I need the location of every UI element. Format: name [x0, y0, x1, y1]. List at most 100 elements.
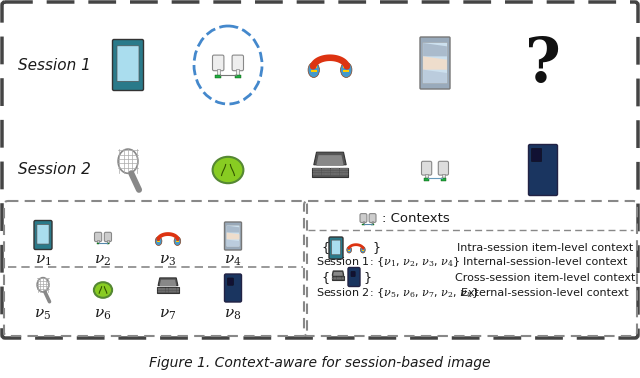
Bar — [311, 70, 317, 72]
Bar — [322, 173, 326, 175]
Text: $\nu_1$: $\nu_1$ — [35, 253, 51, 268]
FancyBboxPatch shape — [360, 214, 367, 222]
Bar — [216, 75, 221, 77]
Bar — [177, 288, 179, 289]
Bar — [157, 241, 160, 242]
Ellipse shape — [94, 282, 112, 298]
Text: {: { — [321, 242, 329, 254]
Bar — [326, 169, 330, 170]
Ellipse shape — [174, 237, 180, 245]
Bar — [163, 289, 165, 290]
Bar — [363, 221, 364, 223]
Bar — [344, 169, 348, 170]
Bar — [313, 170, 317, 172]
FancyBboxPatch shape — [369, 214, 376, 222]
FancyBboxPatch shape — [531, 149, 541, 161]
Polygon shape — [159, 280, 177, 286]
Bar — [236, 69, 239, 75]
FancyBboxPatch shape — [420, 37, 450, 89]
Text: $\nu_8$: $\nu_8$ — [224, 307, 242, 322]
Bar — [343, 278, 344, 279]
Ellipse shape — [347, 246, 351, 253]
FancyBboxPatch shape — [34, 220, 52, 249]
Bar — [348, 248, 350, 249]
Bar — [157, 239, 160, 240]
Bar — [335, 170, 339, 172]
Bar — [371, 223, 374, 225]
Bar — [108, 240, 109, 243]
Text: ?: ? — [525, 35, 561, 95]
Bar — [311, 66, 317, 68]
FancyBboxPatch shape — [117, 46, 139, 81]
Text: $\nu_5$: $\nu_5$ — [35, 307, 52, 322]
Bar — [362, 223, 365, 225]
Bar — [168, 288, 171, 289]
Text: Session 2: {$\nu_5$, $\nu_6$, $\nu_7$, $\nu_2$, $\nu_8$}: Session 2: {$\nu_5$, $\nu_6$, $\nu_7$, $… — [316, 286, 479, 300]
Bar — [340, 169, 344, 170]
Text: Session 2: Session 2 — [18, 163, 91, 178]
Text: External-session-level context: External-session-level context — [461, 288, 629, 298]
Bar — [157, 291, 160, 292]
Bar — [174, 288, 176, 289]
Bar — [342, 278, 343, 279]
Bar — [340, 277, 341, 278]
Ellipse shape — [156, 237, 162, 245]
Bar — [344, 173, 348, 175]
Bar — [344, 70, 349, 72]
Bar — [177, 291, 179, 292]
Bar — [313, 173, 317, 175]
Text: Internal-session-level context: Internal-session-level context — [463, 257, 627, 267]
Bar — [340, 170, 344, 172]
Bar — [177, 289, 179, 290]
Text: $\nu_6$: $\nu_6$ — [94, 307, 112, 322]
Bar — [317, 169, 321, 170]
Bar — [372, 221, 373, 223]
Ellipse shape — [308, 62, 319, 77]
Text: Intra-session item-level context: Intra-session item-level context — [457, 243, 633, 253]
Bar — [172, 288, 173, 289]
Bar — [335, 277, 337, 278]
Polygon shape — [332, 271, 344, 276]
FancyBboxPatch shape — [227, 278, 234, 285]
FancyBboxPatch shape — [113, 39, 143, 90]
Polygon shape — [332, 276, 344, 280]
FancyBboxPatch shape — [422, 161, 432, 175]
Bar — [160, 289, 163, 290]
FancyBboxPatch shape — [225, 274, 241, 302]
Polygon shape — [333, 272, 343, 276]
Bar — [332, 278, 333, 279]
Bar — [424, 178, 429, 181]
Bar — [326, 173, 330, 175]
Bar — [172, 291, 173, 292]
FancyBboxPatch shape — [37, 225, 49, 244]
Bar — [337, 278, 338, 279]
Bar — [335, 169, 339, 170]
Bar — [333, 277, 335, 278]
FancyBboxPatch shape — [351, 271, 355, 276]
Bar — [217, 69, 220, 75]
Text: Figure 1. Context-aware for session-based image: Figure 1. Context-aware for session-base… — [149, 356, 491, 370]
FancyBboxPatch shape — [212, 55, 224, 71]
Ellipse shape — [340, 62, 352, 77]
Bar — [157, 288, 160, 289]
Text: Session 1: Session 1 — [18, 57, 91, 73]
Bar — [106, 243, 109, 244]
Polygon shape — [423, 56, 447, 70]
Bar — [342, 277, 343, 278]
FancyBboxPatch shape — [348, 268, 360, 287]
FancyBboxPatch shape — [95, 232, 102, 242]
Bar — [348, 250, 350, 251]
Text: Session 1: {$\nu_1$, $\nu_2$, $\nu_3$, $\nu_4$}: Session 1: {$\nu_1$, $\nu_2$, $\nu_3$, $… — [316, 255, 460, 269]
Bar — [362, 248, 364, 249]
Bar — [160, 291, 163, 292]
Polygon shape — [423, 70, 447, 83]
Bar — [322, 170, 326, 172]
FancyBboxPatch shape — [232, 55, 243, 71]
Bar — [172, 289, 173, 290]
Bar — [97, 240, 99, 243]
Bar — [166, 289, 168, 290]
FancyBboxPatch shape — [332, 240, 340, 255]
Bar — [340, 173, 344, 175]
Bar — [235, 75, 241, 77]
Text: }: } — [372, 242, 380, 254]
